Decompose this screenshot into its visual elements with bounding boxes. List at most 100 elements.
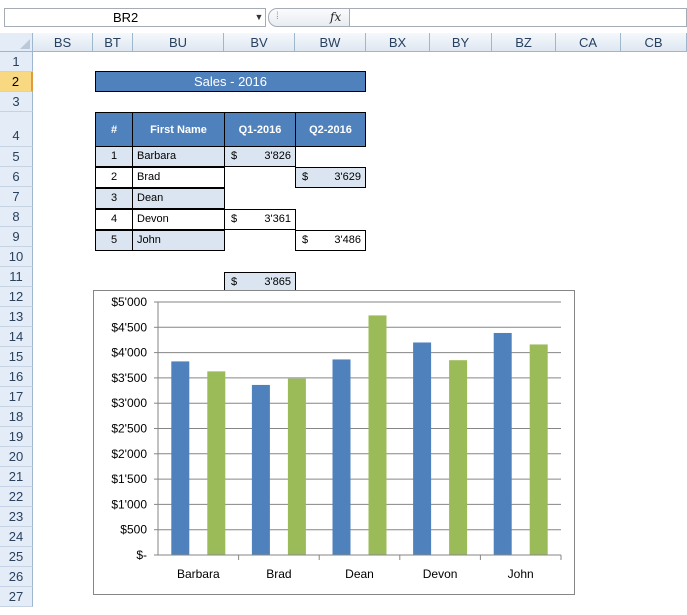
amount-value: 3'486 — [334, 234, 361, 246]
y-tick-label: $1'000 — [111, 497, 147, 511]
row-header-11[interactable]: 11 — [0, 267, 33, 287]
row-header-4[interactable]: 4 — [0, 112, 33, 147]
bar-q2-brad — [287, 378, 306, 555]
y-tick-label: $4'500 — [111, 320, 147, 334]
resize-grip-icon[interactable]: ⁞ — [276, 11, 279, 22]
row-header-14[interactable]: 14 — [0, 327, 33, 347]
currency-symbol: $ — [231, 150, 238, 162]
row-header-3[interactable]: 3 — [0, 92, 33, 112]
cell-q1[interactable]: $3'826 — [224, 146, 296, 167]
cell-q1[interactable]: $3'361 — [224, 209, 296, 230]
row-header-24[interactable]: 24 — [0, 527, 33, 547]
x-tick-label: Devon — [423, 567, 458, 581]
amount-value: 3'361 — [264, 213, 291, 225]
bar-q1-dean — [332, 359, 351, 555]
cell-number[interactable]: 1 — [95, 146, 133, 167]
row-header-7[interactable]: 7 — [0, 187, 33, 207]
amount-value: 3'865 — [264, 276, 291, 288]
column-header-cb[interactable]: CB — [621, 33, 687, 52]
bar-q1-john — [493, 332, 512, 555]
column-header-bt[interactable]: BT — [93, 33, 133, 52]
row-header-21[interactable]: 21 — [0, 467, 33, 487]
row-header-2[interactable]: 2 — [0, 72, 33, 92]
header-cell-q2[interactable]: Q2-2016 — [295, 112, 366, 147]
x-tick-label: John — [508, 567, 534, 581]
formula-input[interactable] — [350, 8, 687, 27]
bar-q1-barbara — [171, 361, 190, 555]
currency-symbol: $ — [302, 234, 309, 246]
column-header-bx[interactable]: BX — [366, 33, 430, 52]
row-header-10[interactable]: 10 — [0, 247, 33, 267]
sales-chart[interactable]: $- $500 $1'000 $1'500 $2'000 $2'500 $3'000 $3'5… — [93, 290, 575, 595]
y-tick-label: $5'000 — [111, 295, 147, 309]
row-header-22[interactable]: 22 — [0, 487, 33, 507]
currency-symbol: $ — [302, 171, 309, 183]
sales-title-cell[interactable]: Sales - 2016 — [95, 71, 366, 92]
insert-function-icon[interactable]: fx — [330, 10, 342, 24]
x-tick-label: Barbara — [177, 567, 220, 581]
cell-first-name[interactable]: Devon — [132, 209, 225, 230]
y-tick-label: $2'000 — [111, 447, 147, 461]
bar-q2-john — [529, 344, 548, 555]
chart-canvas: $- $500 $1'000 $1'500 $2'000 $2'500 $3'000 $3'5… — [111, 295, 562, 581]
cell-q2[interactable]: $3'629 — [295, 167, 366, 188]
cell-number[interactable]: 2 — [95, 167, 133, 188]
cell-q2[interactable]: $3'486 — [295, 230, 366, 251]
column-header-bu[interactable]: BU — [133, 33, 224, 52]
row-header-25[interactable]: 25 — [0, 547, 33, 567]
row-header-16[interactable]: 16 — [0, 367, 33, 387]
row-header-1[interactable]: 1 — [0, 52, 33, 72]
row-header-23[interactable]: 23 — [0, 507, 33, 527]
bar-q2-barbara — [207, 371, 226, 555]
bar-q1-brad — [251, 384, 270, 555]
header-cell-number[interactable]: # — [95, 112, 133, 147]
row-header-20[interactable]: 20 — [0, 447, 33, 467]
row-header-5[interactable]: 5 — [0, 147, 33, 167]
row-header-12[interactable]: 12 — [0, 287, 33, 307]
row-header-17[interactable]: 17 — [0, 387, 33, 407]
cell-first-name[interactable]: John — [132, 230, 225, 251]
row-header-19[interactable]: 19 — [0, 427, 33, 447]
column-header-bs[interactable]: BS — [33, 33, 93, 52]
y-tick-label: $2'500 — [111, 422, 147, 436]
amount-value: 3'629 — [334, 171, 361, 183]
row-header-27[interactable]: 27 — [0, 587, 33, 607]
row-header-26[interactable]: 26 — [0, 567, 33, 587]
cell-number[interactable]: 4 — [95, 209, 133, 230]
y-tick-label: $- — [136, 548, 147, 562]
y-tick-label: $4'000 — [111, 346, 147, 360]
cell-first-name[interactable]: Dean — [132, 188, 225, 209]
row-header-18[interactable]: 18 — [0, 407, 33, 427]
cell-number[interactable]: 3 — [95, 188, 133, 209]
row-header-6[interactable]: 6 — [0, 167, 33, 187]
header-cell-q1[interactable]: Q1-2016 — [224, 112, 296, 147]
row-header-15[interactable]: 15 — [0, 347, 33, 367]
header-cell-first-name[interactable]: First Name — [132, 112, 225, 147]
amount-value: 3'826 — [264, 150, 291, 162]
x-tick-label: Dean — [345, 567, 374, 581]
formula-bar-controls — [268, 8, 350, 27]
y-tick-label: $500 — [120, 523, 147, 537]
y-tick-label: $3'000 — [111, 396, 147, 410]
name-box[interactable]: BR2 — [4, 8, 266, 27]
currency-symbol: $ — [231, 276, 238, 288]
bar-q1-devon — [413, 342, 432, 555]
y-tick-label: $3'500 — [111, 371, 147, 385]
x-tick-label: Brad — [266, 567, 291, 581]
bar-q2-dean — [368, 315, 387, 555]
column-header-bz[interactable]: BZ — [492, 33, 556, 52]
name-box-dropdown-icon[interactable]: ▼ — [254, 12, 264, 22]
row-header-9[interactable]: 9 — [0, 227, 33, 247]
column-header-bw[interactable]: BW — [295, 33, 366, 52]
currency-symbol: $ — [231, 213, 238, 225]
cell-first-name[interactable]: Barbara — [132, 146, 225, 167]
row-header-13[interactable]: 13 — [0, 307, 33, 327]
y-tick-label: $1'500 — [111, 472, 147, 486]
column-header-by[interactable]: BY — [430, 33, 492, 52]
cell-number[interactable]: 5 — [95, 230, 133, 251]
column-header-ca[interactable]: CA — [556, 33, 621, 52]
cell-first-name[interactable]: Brad — [132, 167, 225, 188]
row-header-8[interactable]: 8 — [0, 207, 33, 227]
column-header-bv[interactable]: BV — [224, 33, 295, 52]
bar-q2-devon — [449, 360, 468, 555]
